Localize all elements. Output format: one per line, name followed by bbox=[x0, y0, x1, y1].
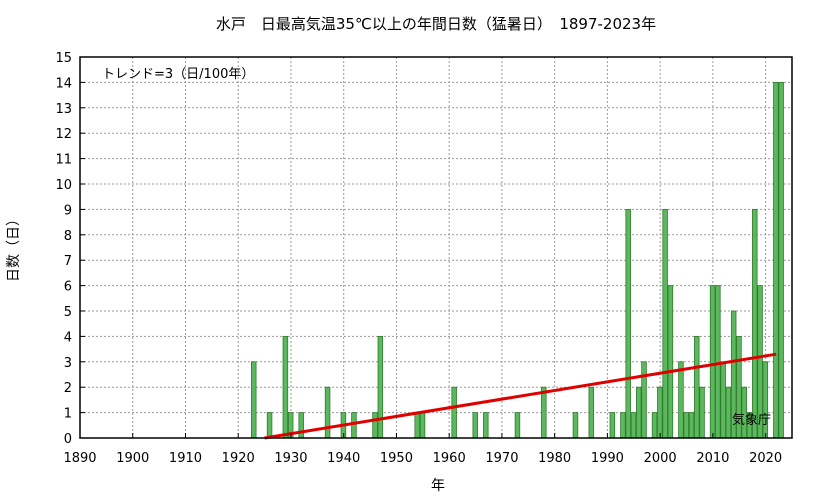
bar-1997 bbox=[641, 361, 647, 439]
y-tick-label-11: 11 bbox=[55, 153, 72, 168]
bar-2018 bbox=[752, 208, 758, 439]
bar-1995 bbox=[630, 412, 637, 439]
trend-line bbox=[264, 352, 777, 440]
bar-2011 bbox=[715, 285, 721, 439]
bar-1967 bbox=[483, 412, 489, 439]
bar-1993 bbox=[620, 412, 626, 439]
y-tick-label-5: 5 bbox=[64, 305, 72, 320]
y-tick-label-13: 13 bbox=[55, 102, 72, 117]
bar-1942 bbox=[351, 412, 357, 439]
x-tick-label-1920: 1920 bbox=[222, 451, 255, 466]
x-tick-label-1980: 1980 bbox=[538, 451, 571, 466]
plot-frame bbox=[79, 56, 793, 439]
bar-1994 bbox=[625, 208, 631, 439]
grid-lines bbox=[80, 57, 792, 438]
bar-1954 bbox=[414, 412, 420, 439]
y-tick-label-0: 0 bbox=[64, 432, 72, 447]
bar-1932 bbox=[298, 412, 304, 439]
bar-2004 bbox=[678, 361, 684, 439]
chart-title: 水戸 日最高気温35℃以上の年間日数（猛暑日） 1897-2023年 bbox=[216, 15, 656, 33]
bar-1955 bbox=[419, 412, 426, 439]
y-axis-label: 日数（日） bbox=[6, 212, 22, 282]
bar-2000 bbox=[657, 386, 663, 439]
y-tick-label-12: 12 bbox=[55, 127, 72, 142]
x-tick-label-1990: 1990 bbox=[591, 451, 624, 466]
bar-1991 bbox=[609, 412, 616, 439]
y-tick-label-15: 15 bbox=[55, 51, 72, 66]
bar-1929 bbox=[282, 335, 289, 439]
bar-2007 bbox=[694, 335, 700, 439]
trend-annotation: トレンド=3（日/100年） bbox=[102, 67, 254, 82]
x-tick-label-1960: 1960 bbox=[433, 451, 466, 466]
bar-1973 bbox=[514, 412, 521, 439]
x-tick-label-1930: 1930 bbox=[274, 451, 307, 466]
bar-2013 bbox=[725, 386, 732, 439]
bar-2022 bbox=[773, 82, 779, 439]
y-tick-label-1: 1 bbox=[64, 407, 72, 422]
bar-1984 bbox=[572, 412, 579, 439]
y-tick-label-7: 7 bbox=[64, 254, 72, 269]
x-tick-label-2000: 2000 bbox=[644, 451, 677, 466]
x-tick-label-1910: 1910 bbox=[169, 451, 202, 466]
bar-1947 bbox=[377, 335, 384, 439]
bar-1937 bbox=[324, 386, 331, 439]
trend-line-group bbox=[264, 352, 777, 440]
y-tick-label-3: 3 bbox=[64, 356, 72, 371]
y-tick-label-2: 2 bbox=[64, 381, 72, 396]
x-axis-label: 年 bbox=[431, 478, 445, 494]
bar-2006 bbox=[688, 412, 695, 439]
bar-1926 bbox=[266, 412, 273, 439]
x-tick-label-1900: 1900 bbox=[116, 451, 149, 466]
x-tick-label-1890: 1890 bbox=[63, 451, 96, 466]
bar-2001 bbox=[662, 208, 668, 439]
bar-2008 bbox=[699, 386, 705, 439]
x-tick-label-2020: 2020 bbox=[749, 451, 782, 466]
bar-1999 bbox=[651, 412, 658, 439]
bar-1965 bbox=[472, 412, 478, 439]
x-tick-label-1970: 1970 bbox=[485, 451, 518, 466]
y-tick-label-4: 4 bbox=[64, 330, 72, 345]
bar-2002 bbox=[667, 285, 674, 439]
bar-1961 bbox=[451, 386, 457, 439]
x-tick-label-2010: 2010 bbox=[696, 451, 729, 466]
y-tick-label-8: 8 bbox=[64, 229, 72, 244]
bar-2023 bbox=[778, 82, 784, 439]
bar-1996 bbox=[636, 386, 642, 439]
bar-2010 bbox=[709, 285, 716, 439]
bar-1978 bbox=[541, 386, 547, 439]
y-tick-label-6: 6 bbox=[64, 280, 72, 295]
x-tick-label-1940: 1940 bbox=[327, 451, 360, 466]
y-tick-label-9: 9 bbox=[64, 203, 72, 218]
bar-1987 bbox=[588, 386, 595, 439]
bar-1946 bbox=[372, 412, 378, 439]
y-tick-label-10: 10 bbox=[55, 178, 72, 193]
tick-labels: 1890 1900 1910 1920 1930 1940 1950 1960 1970 1980… bbox=[55, 51, 782, 466]
y-tick-label-14: 14 bbox=[55, 76, 72, 91]
bar-2012 bbox=[720, 361, 726, 439]
x-tick-label-1950: 1950 bbox=[380, 451, 413, 466]
source-label: 気象庁 bbox=[732, 412, 771, 428]
bar-1923 bbox=[251, 361, 257, 439]
bar-2005 bbox=[683, 412, 689, 439]
